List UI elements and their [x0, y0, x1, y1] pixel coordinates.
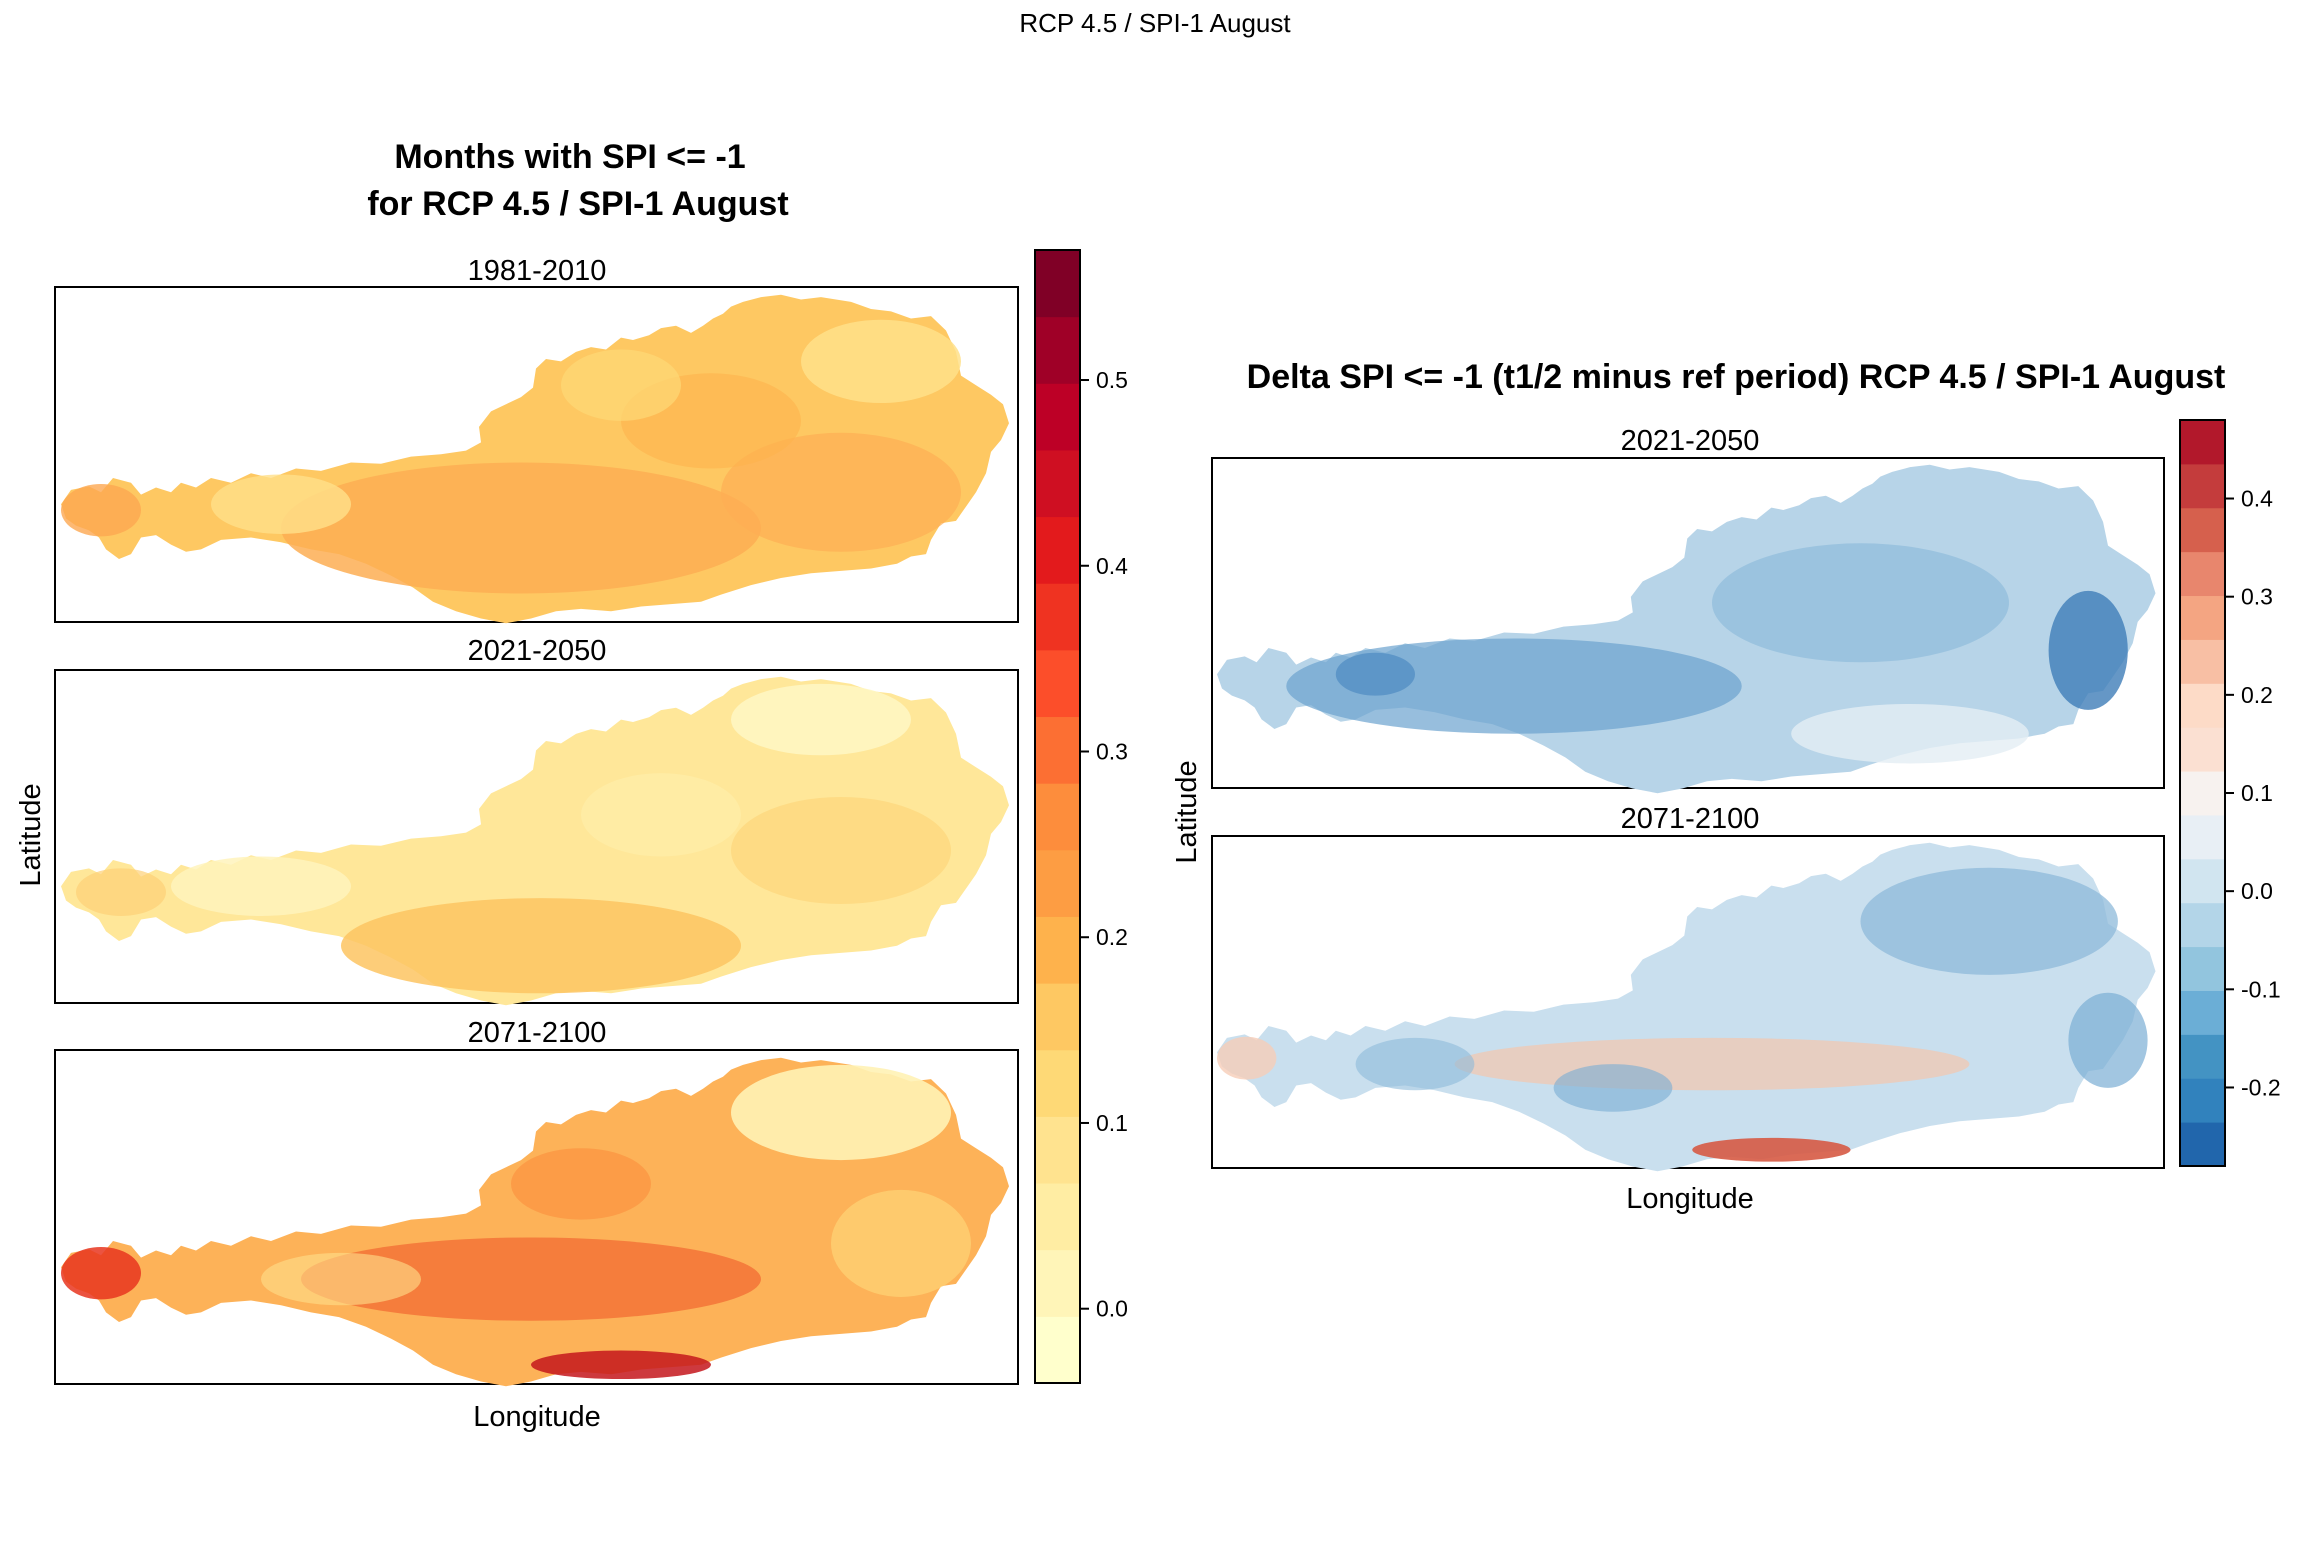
left-colorbar-tick-label: 0.4 [1096, 553, 1128, 579]
left-colorbar-segment [1035, 1116, 1080, 1184]
left-panel-2-frame [54, 669, 1019, 1004]
left-colorbar-segment [1035, 1316, 1080, 1384]
right-colorbar-segment [2180, 946, 2225, 991]
left-figure: Months with SPI <= -1 for RCP 4.5 / SPI-… [15, 138, 1128, 1433]
right-colorbar-tick-label: -0.2 [2241, 1074, 2281, 1100]
left-colorbar-tick-label: 0.2 [1096, 924, 1128, 950]
left-colorbar-segment [1035, 250, 1080, 318]
right-panel-2-label: 2071-2100 [1621, 803, 1760, 835]
right-colorbar-segment [2180, 1034, 2225, 1079]
left-colorbar-frame [1034, 249, 1081, 1384]
right-colorbar-segment [2180, 727, 2225, 772]
left-colorbar-segment [1035, 316, 1080, 384]
left-colorbar-segment [1035, 1249, 1080, 1317]
right-figure: Delta SPI <= -1 (t1/2 minus ref period) … [1171, 358, 2281, 1215]
right-colorbar-segment [2180, 1078, 2225, 1123]
right-colorbar-tick-label: -0.1 [2241, 976, 2281, 1002]
right-colorbar: -0.2 -0.1 0.0 0.1 0.2 0.3 0.4 [2179, 419, 2281, 1167]
left-panel-2-label: 2021-2050 [468, 635, 607, 667]
left-title-line1: Months with SPI <= -1 [394, 138, 745, 176]
left-xlabel: Longitude [473, 1401, 600, 1433]
left-panel-3-label: 2071-2100 [468, 1017, 607, 1049]
right-colorbar-segment [2180, 683, 2225, 728]
left-colorbar-segment [1035, 383, 1080, 451]
left-colorbar-segment [1035, 649, 1080, 718]
right-panel-1-map [1217, 464, 2156, 794]
left-panel-1-label: 1981-2010 [468, 255, 607, 287]
left-colorbar-segment [1035, 1183, 1080, 1251]
right-colorbar-segment [2180, 420, 2225, 465]
right-colorbar-segment [2180, 595, 2225, 640]
right-xlabel: Longitude [1626, 1183, 1753, 1215]
left-colorbar-tick-label: 0.0 [1096, 1296, 1128, 1322]
page-title: RCP 4.5 / SPI-1 August [1019, 8, 1291, 38]
left-ylabel: Latitude [15, 783, 47, 886]
right-colorbar-segment [2180, 1122, 2225, 1167]
left-panel-3-frame [54, 1049, 1019, 1385]
left-colorbar: 0.0 0.1 0.2 0.3 0.4 0.5 [1034, 249, 1128, 1384]
right-colorbar-tick-label: 0.2 [2241, 682, 2273, 708]
right-colorbar-segment [2180, 902, 2225, 948]
right-colorbar-segment [2180, 858, 2225, 904]
right-colorbar-tick-label: 0.1 [2241, 780, 2273, 806]
left-colorbar-tick-label: 0.3 [1096, 738, 1128, 764]
right-colorbar-segment [2180, 639, 2225, 684]
left-colorbar-segment [1035, 716, 1080, 784]
right-colorbar-segment [2180, 507, 2225, 553]
right-colorbar-segment [2180, 771, 2225, 816]
right-title: Delta SPI <= -1 (t1/2 minus ref period) … [1247, 358, 2226, 396]
left-colorbar-tick-label: 0.5 [1096, 367, 1128, 393]
left-colorbar-segment [1035, 783, 1080, 851]
left-title-line2: for RCP 4.5 / SPI-1 August [367, 185, 788, 223]
left-colorbar-segment [1035, 1049, 1080, 1117]
left-colorbar-tick-label: 0.1 [1096, 1110, 1128, 1136]
right-colorbar-segment [2180, 990, 2225, 1035]
left-colorbar-segment [1035, 583, 1080, 651]
right-colorbar-segment [2180, 463, 2225, 509]
left-panel-1-map [61, 294, 1009, 624]
left-panel-3-map [61, 1057, 1009, 1387]
right-colorbar-tick-label: 0.0 [2241, 878, 2273, 904]
right-panel-2-map [1217, 842, 2156, 1172]
right-ylabel: Latitude [1171, 760, 1203, 863]
left-colorbar-segment [1035, 449, 1080, 518]
left-colorbar-segment [1035, 516, 1080, 584]
left-panel-1-frame [54, 286, 1019, 623]
right-panel-1-frame [1211, 457, 2165, 789]
right-colorbar-tick-label: 0.4 [2241, 486, 2273, 512]
left-panel-2-map [61, 676, 1009, 1006]
right-panel-1-label: 2021-2050 [1621, 425, 1760, 457]
left-colorbar-segment [1035, 983, 1080, 1051]
right-colorbar-tick-label: 0.3 [2241, 584, 2273, 610]
left-colorbar-segment [1035, 849, 1080, 917]
left-colorbar-segment [1035, 916, 1080, 984]
right-colorbar-segment [2180, 814, 2225, 860]
right-colorbar-segment [2180, 551, 2225, 597]
right-panel-2-frame [1211, 835, 2165, 1169]
